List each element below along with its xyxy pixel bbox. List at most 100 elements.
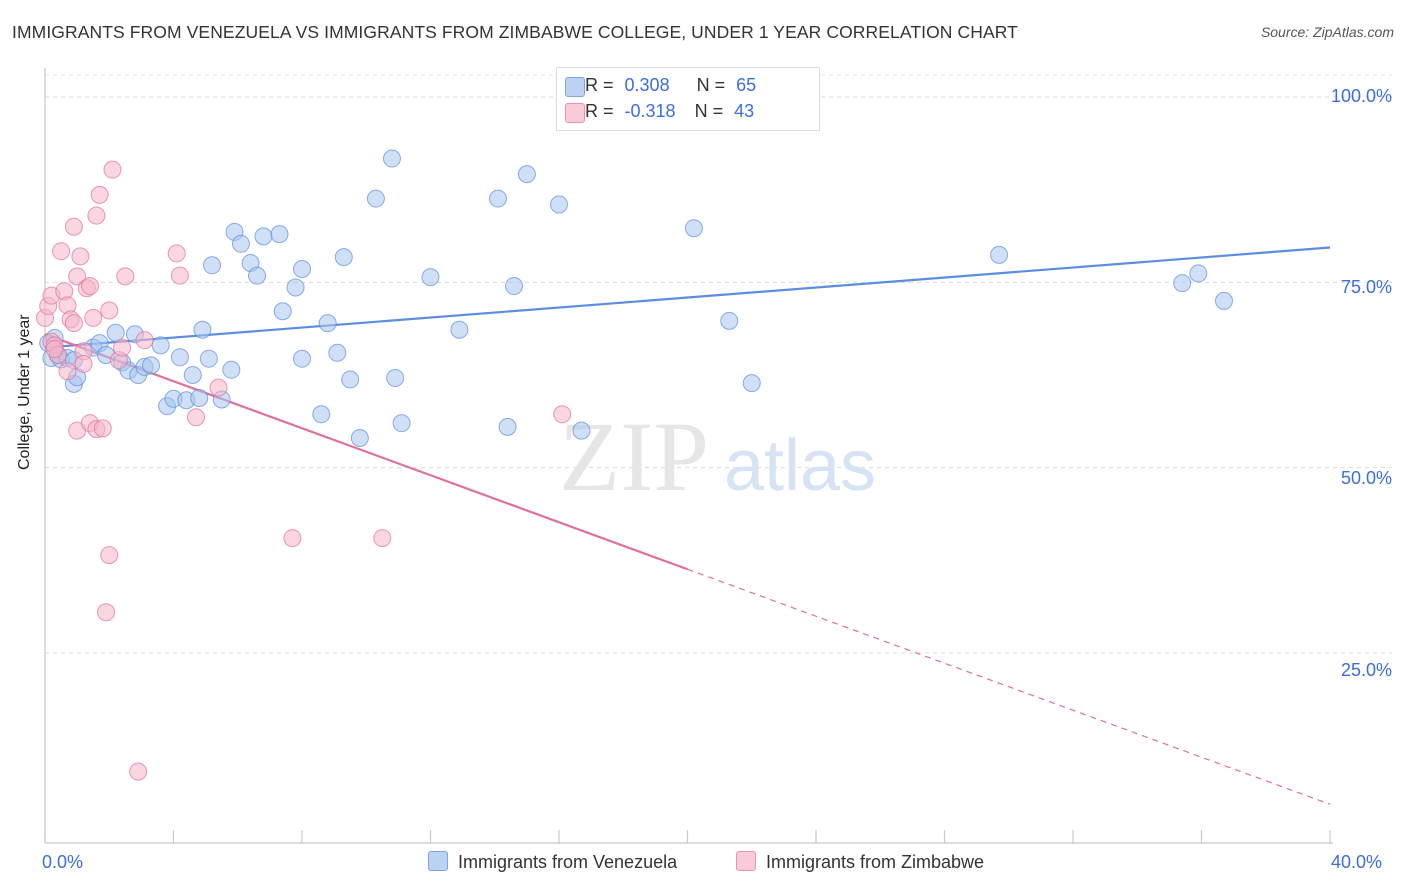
point-venezuela-47 <box>366 189 385 208</box>
point-venezuela-64 <box>1189 264 1208 283</box>
watermark-zip: ZIP <box>559 401 709 512</box>
y-axis-label: College, Under 1 year <box>16 314 33 470</box>
x-tick-label-max: 40.0% <box>1331 852 1383 872</box>
bottom-legend-label-zimbabwe: Immigrants from Zimbabwe <box>766 852 985 872</box>
bottom-legend-zimbabwe: Immigrants from Zimbabwe <box>736 851 984 873</box>
point-zimbabwe-27 <box>100 546 119 565</box>
legend-row-venezuela: R = 0.308 N = 65 <box>565 75 757 99</box>
point-venezuela-44 <box>334 248 353 267</box>
point-zimbabwe-38 <box>209 378 228 397</box>
legend-swatch-zimbabwe <box>565 103 585 123</box>
point-venezuela-30 <box>222 360 241 379</box>
point-venezuela-51 <box>421 268 440 287</box>
point-zimbabwe-40 <box>373 529 392 548</box>
point-zimbabwe-31 <box>113 338 132 357</box>
point-venezuela-48 <box>382 149 401 168</box>
point-venezuela-54 <box>498 417 517 436</box>
point-venezuela-49 <box>386 368 405 387</box>
point-venezuela-63 <box>1173 274 1192 293</box>
point-zimbabwe-20 <box>80 277 99 296</box>
point-zimbabwe-32 <box>116 267 135 286</box>
point-zimbabwe-25 <box>93 419 112 438</box>
gridlines <box>45 74 1392 654</box>
legend-swatch-venezuela <box>565 77 585 97</box>
point-zimbabwe-33 <box>129 762 148 781</box>
legend-r-label: R = <box>585 101 614 121</box>
point-venezuela-43 <box>328 343 347 362</box>
point-zimbabwe-17 <box>74 354 93 373</box>
point-venezuela-41 <box>318 314 337 333</box>
point-venezuela-27 <box>199 349 218 368</box>
y-tick-label-100: 100.0% <box>1330 86 1392 106</box>
legend-row-zimbabwe: R = -0.318 N = 43 <box>565 101 755 125</box>
point-zimbabwe-26 <box>97 603 116 622</box>
point-venezuela-32 <box>231 234 250 253</box>
point-venezuela-52 <box>450 320 469 339</box>
point-venezuela-56 <box>517 165 536 184</box>
axes <box>44 68 1333 844</box>
legend-n-value: 65 <box>736 75 757 95</box>
trendline-zimbabwe-extension <box>687 568 1331 805</box>
legend-n-label: N = <box>696 75 726 95</box>
point-venezuela-22 <box>170 348 189 367</box>
y-tick-label-25: 25.0% <box>1340 660 1392 680</box>
trendline-venezuela <box>44 246 1331 349</box>
point-venezuela-18 <box>142 356 161 375</box>
point-zimbabwe-10 <box>64 217 83 236</box>
legend-r-label: R = <box>585 75 614 95</box>
point-venezuela-25 <box>190 388 209 407</box>
bottom-legend-swatch-venezuela <box>428 851 448 871</box>
point-venezuela-19 <box>151 336 170 355</box>
point-venezuela-55 <box>505 277 524 296</box>
point-zimbabwe-11 <box>64 314 83 333</box>
point-venezuela-40 <box>293 259 311 278</box>
point-zimbabwe-28 <box>100 301 119 320</box>
point-venezuela-39 <box>293 349 311 368</box>
watermark-atlas: atlas <box>724 426 876 506</box>
point-venezuela-53 <box>488 189 507 208</box>
point-venezuela-60 <box>720 311 739 330</box>
point-venezuela-50 <box>392 414 411 433</box>
point-zimbabwe-15 <box>71 247 90 266</box>
point-zimbabwe-6 <box>52 242 71 261</box>
point-venezuela-37 <box>273 302 292 321</box>
y-tick-label-50: 50.0% <box>1340 468 1392 488</box>
point-venezuela-36 <box>270 225 289 244</box>
chart-source: Source: ZipAtlas.com <box>1260 24 1394 40</box>
point-venezuela-12 <box>106 323 125 342</box>
point-venezuela-46 <box>350 429 369 448</box>
point-zimbabwe-35 <box>167 244 186 263</box>
point-venezuela-28 <box>203 256 222 275</box>
point-zimbabwe-34 <box>135 331 154 350</box>
point-venezuela-58 <box>572 421 591 440</box>
x-tick-label-min: 0.0% <box>42 852 84 872</box>
point-venezuela-38 <box>286 278 305 297</box>
legend-r-value: -0.318 <box>624 101 676 121</box>
point-zimbabwe-21 <box>84 308 103 327</box>
point-venezuela-45 <box>341 370 360 389</box>
bottom-legend-swatch-zimbabwe <box>736 851 756 871</box>
trendlines <box>44 246 1331 805</box>
point-zimbabwe-24 <box>90 185 109 204</box>
legend-r-value: 0.308 <box>624 75 670 95</box>
point-venezuela-35 <box>254 227 273 246</box>
data-points <box>36 149 1233 781</box>
correlation-legend: R = 0.308 N = 65 R = -0.318 N = 43 <box>556 67 820 131</box>
point-venezuela-57 <box>550 195 568 214</box>
point-zimbabwe-22 <box>87 206 106 225</box>
point-zimbabwe-29 <box>103 160 122 179</box>
point-zimbabwe-36 <box>170 266 189 285</box>
y-tick-label-75: 75.0% <box>1340 277 1392 297</box>
bottom-legend-venezuela: Immigrants from Venezuela <box>428 851 677 873</box>
point-zimbabwe-39 <box>283 529 302 548</box>
point-venezuela-34 <box>248 266 267 285</box>
chart-title: IMMIGRANTS FROM VENEZUELA VS IMMIGRANTS … <box>12 22 1018 42</box>
legend-n-value: 43 <box>734 101 755 121</box>
point-venezuela-24 <box>183 366 202 384</box>
point-venezuela-61 <box>742 374 761 393</box>
point-venezuela-65 <box>1214 291 1233 310</box>
point-zimbabwe-41 <box>553 405 572 424</box>
point-zimbabwe-13 <box>68 267 87 286</box>
point-venezuela-62 <box>990 245 1009 264</box>
